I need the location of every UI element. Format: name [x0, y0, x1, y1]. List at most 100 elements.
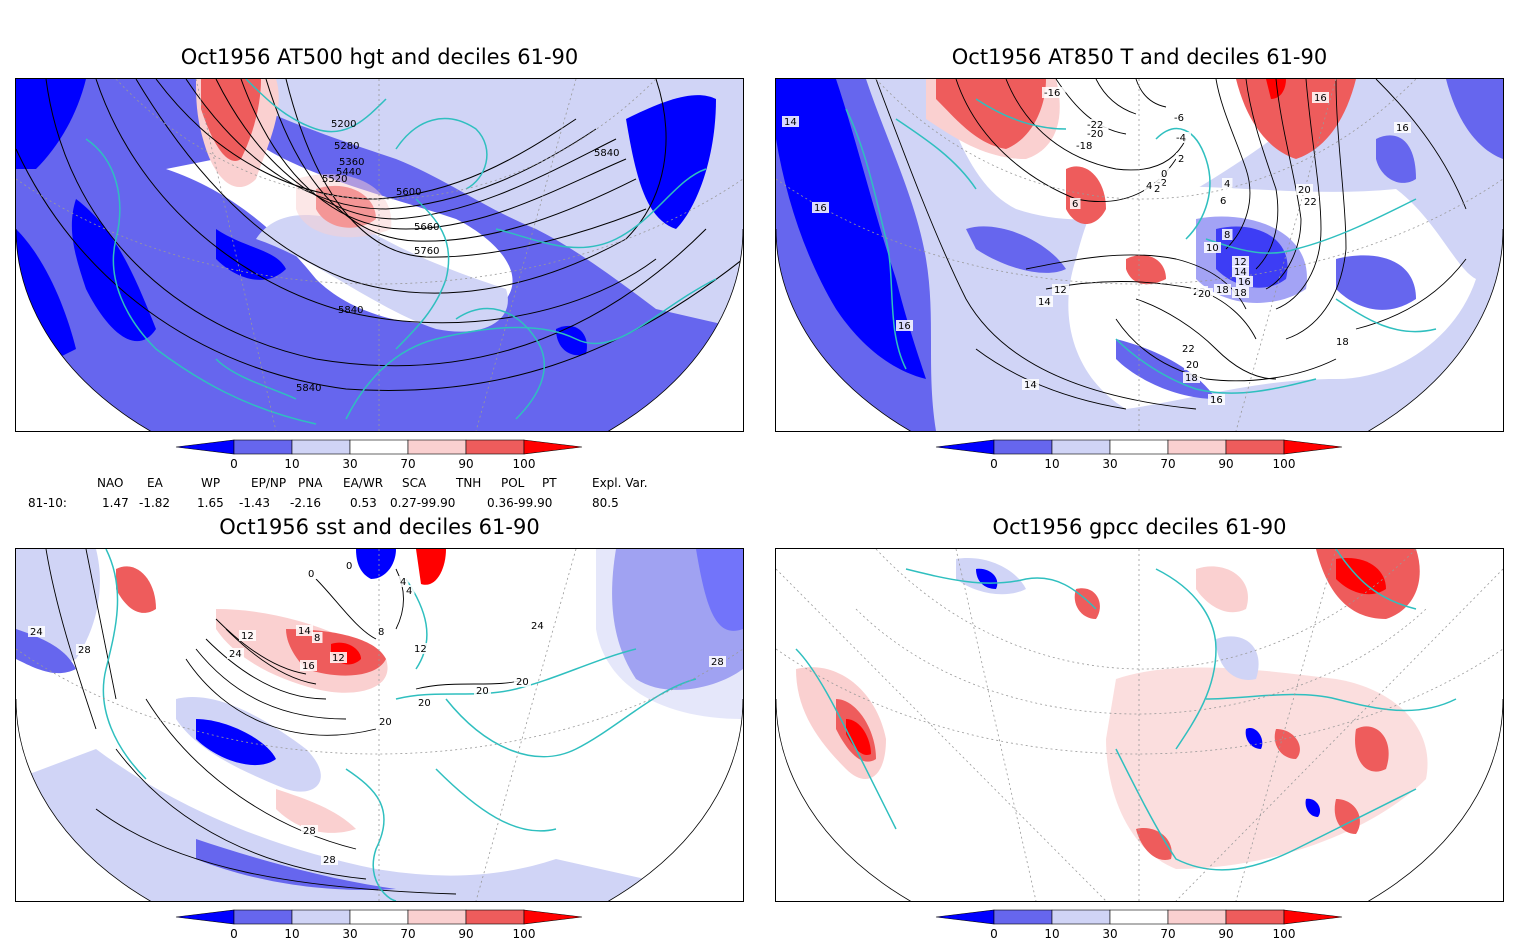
contour-label: 18 [1234, 288, 1247, 299]
contour-labels: 141616-16-20-22-18-6-42046-2624162022810… [782, 87, 1411, 406]
index-name: EA [147, 476, 163, 490]
contour-label: 8 [378, 627, 384, 638]
contour-label: 0 [346, 561, 352, 572]
colorbar-tick-label: 100 [513, 457, 536, 471]
contour-label-background [1042, 87, 1066, 98]
contour-label-background [1232, 287, 1249, 298]
contour-label-background [1218, 195, 1229, 206]
contour-label: 5840 [338, 305, 363, 316]
contour-label-background [1174, 132, 1191, 143]
map-panel-hgt500: 5200 5280 5360 5440 5520 5600 5660 5760 … [15, 78, 744, 432]
colorbar-tick-label: 100 [1273, 457, 1296, 471]
contour-label-background [514, 676, 531, 687]
colorbar-segment [993, 439, 1053, 455]
colorbar-segment [935, 909, 995, 925]
index-value: 1.65 [197, 496, 224, 510]
contour-label: -22 [1087, 120, 1103, 131]
colorbar-hgt500: 0 10 30 70 90 100 [175, 439, 583, 471]
colorbar-segment [1167, 439, 1227, 455]
contour-label: 6 [1072, 199, 1078, 210]
contour-label-background [377, 716, 394, 727]
map-panel-t850: 141616-16-20-22-18-6-42046-2624162022810… [775, 78, 1504, 432]
decile-fill-light-red [1196, 566, 1248, 613]
contour-label: 12 [332, 653, 345, 664]
contour-label: 24 [30, 627, 43, 638]
index-row-label: 81-10: [28, 496, 67, 510]
contour-label: 18 [1185, 373, 1198, 384]
contour-label-background [1296, 184, 1313, 195]
colorbar-tick-label: 30 [1102, 927, 1117, 941]
index-name: SCA [402, 476, 427, 490]
contour-label: 5600 [396, 187, 421, 198]
contour-label-background [1222, 229, 1233, 240]
colorbar-segment [465, 909, 525, 925]
panel-title-sst: Oct1956 sst and deciles 61-90 [219, 515, 540, 539]
contour-label: 4 [400, 577, 406, 588]
contour-label-background [1214, 284, 1231, 295]
colorbar-tick-label: 10 [284, 927, 299, 941]
colorbar-segment [1283, 439, 1343, 455]
colorbar-tick-label: 30 [1102, 457, 1117, 471]
contour-label: 24 [229, 649, 242, 660]
decile-fill-light-blue [596, 549, 743, 719]
contour-label-background [300, 660, 317, 671]
contour-label-background [1159, 168, 1170, 179]
contour-label: 22 [1304, 197, 1317, 208]
contour-label-background [301, 825, 318, 836]
contour-label: 22 [1182, 344, 1195, 355]
contour-label-background [28, 626, 45, 637]
colorbar-tick-label: 70 [400, 927, 415, 941]
temperature-contours [875, 79, 1467, 410]
contour-label: 16 [898, 321, 911, 332]
contour-label: 0 [1161, 169, 1167, 180]
contour-label: -16 [1044, 88, 1060, 99]
colorbar-segment [1167, 909, 1227, 925]
decile-fill-mid-blue [1116, 339, 1216, 399]
contour-label: 18 [1216, 285, 1229, 296]
colorbar-segment [407, 439, 467, 455]
colorbar-segment [1225, 439, 1285, 455]
decile-fill-mid-blue [1376, 135, 1416, 183]
decile-fill-light-blue [1216, 636, 1259, 680]
contour-label: 14 [784, 117, 797, 128]
contour-label: 16 [1314, 93, 1327, 104]
panel-title-t850: Oct1956 AT850 T and deciles 61-90 [951, 45, 1328, 69]
colorbar-segment [1225, 909, 1285, 925]
decile-fill-mid-red [936, 79, 1046, 149]
contour-label: -20 [1087, 129, 1103, 140]
colorbar-segment [935, 439, 995, 455]
contour-label: 14 [1038, 297, 1051, 308]
decile-fill-light-blue [256, 215, 508, 332]
decile-fill-deep-red [416, 549, 446, 585]
contour-label: 12 [1234, 257, 1247, 268]
colorbar-segment [349, 439, 409, 455]
contour-label-background [1183, 372, 1200, 383]
contour-label: 8 [314, 633, 320, 644]
contour-label-background [1052, 284, 1069, 295]
decile-fill-deep-blue [356, 549, 396, 579]
contour-label: 24 [531, 621, 544, 632]
colorbar-segment [175, 909, 235, 925]
colorbar-tick-label: 0 [990, 927, 998, 941]
contour-label-background [1176, 153, 1187, 164]
contour-label: -18 [1076, 141, 1092, 152]
contour-label: 5660 [414, 222, 439, 233]
contour-label-background [1085, 119, 1109, 130]
contour-label: 2 [1178, 154, 1184, 165]
contour-label: 14 [298, 626, 311, 637]
contour-label-background [1232, 266, 1249, 277]
contour-label-background [896, 320, 913, 331]
decile-fill-deep-blue [216, 229, 286, 280]
colorbar-tick-label: 0 [990, 457, 998, 471]
decile-fill-deep-blue [1305, 798, 1321, 817]
contour-label-background [321, 854, 338, 865]
contour-label-background [416, 697, 433, 708]
colorbar-tick-label: 90 [1218, 927, 1233, 941]
contour-label: 5520 [322, 174, 347, 185]
contour-label: 14 [1024, 380, 1037, 391]
index-value: -2.16 [290, 496, 322, 510]
index-name: Expl. Var. [592, 476, 648, 490]
colorbar-segment [1051, 439, 1111, 455]
decile-fill-mid-blue [966, 226, 1066, 273]
